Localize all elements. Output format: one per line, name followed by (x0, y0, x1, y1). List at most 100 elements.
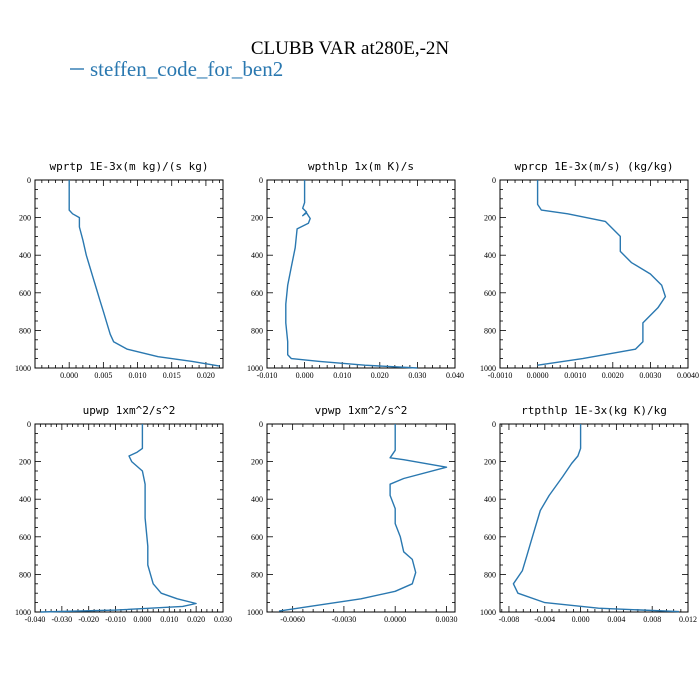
legend-label: steffen_code_for_ben2 (90, 57, 283, 81)
x-tick-label: 0.0030 (639, 371, 661, 380)
x-tick-label: -0.008 (499, 615, 520, 624)
y-tick-label: 200 (251, 458, 263, 467)
x-tick-label: 0.0040 (677, 371, 699, 380)
x-tick-label: 0.020 (197, 371, 215, 380)
x-tick-label: 0.010 (129, 371, 147, 380)
y-tick-label: 600 (19, 533, 31, 542)
y-tick-label: 0 (27, 420, 31, 429)
x-tick-label: 0.0030 (435, 615, 457, 624)
x-tick-label: 0.000 (60, 371, 78, 380)
y-tick-label: 800 (251, 570, 263, 579)
panel-title: wprtp 1E-3x(m kg)/(s kg) (50, 160, 209, 173)
legend: steffen_code_for_ben2 (70, 57, 283, 81)
x-tick-label: 0.030 (408, 371, 426, 380)
x-tick-label: -0.010 (105, 615, 126, 624)
panel-title: wprcp 1E-3x(m/s) (kg/kg) (515, 160, 674, 173)
y-tick-label: 600 (19, 289, 31, 298)
y-tick-label: 400 (251, 251, 263, 260)
series-line (285, 180, 418, 369)
y-tick-label: 0 (259, 176, 263, 185)
y-tick-label: 800 (484, 570, 496, 579)
y-tick-label: 400 (19, 251, 31, 260)
x-tick-label: 0.010 (160, 615, 178, 624)
y-tick-label: 0 (492, 420, 496, 429)
y-tick-label: 800 (19, 570, 31, 579)
y-tick-label: 1000 (480, 608, 496, 617)
x-tick-label: 0.020 (371, 371, 389, 380)
panel-title: rtpthlp 1E-3x(kg K)/kg (521, 404, 667, 417)
series-line (536, 180, 667, 366)
y-tick-label: 400 (19, 495, 31, 504)
x-tick-label: -0.0010 (488, 371, 513, 380)
x-tick-label: -0.0060 (280, 615, 305, 624)
y-tick-label: 600 (484, 289, 496, 298)
y-tick-label: 800 (484, 326, 496, 335)
panel-5: vpwp 1xm^2/s^2 0 200 400 600 800 1000 -0.0060 -0… (247, 404, 457, 624)
series-line (512, 424, 680, 613)
y-tick-label: 200 (19, 458, 31, 467)
plot-frame (499, 423, 689, 613)
x-tick-label: 0.000 (133, 615, 151, 624)
panel-title: wpthlp 1x(m K)/s (308, 160, 414, 173)
x-tick-label: 0.005 (94, 371, 112, 380)
x-tick-label: -0.020 (78, 615, 99, 624)
x-tick-label: 0.008 (643, 615, 661, 624)
y-tick-label: 600 (484, 533, 496, 542)
x-tick-label: 0.040 (446, 371, 464, 380)
y-tick-label: 200 (484, 458, 496, 467)
y-tick-label: 1000 (15, 364, 31, 373)
y-tick-label: 200 (484, 214, 496, 223)
panel-title: upwp 1xm^2/s^2 (83, 404, 176, 417)
x-tick-label: -0.010 (257, 371, 278, 380)
y-tick-label: 200 (251, 214, 263, 223)
y-tick-label: 600 (251, 533, 263, 542)
x-tick-label: 0.010 (333, 371, 351, 380)
panel-6: rtpthlp 1E-3x(kg K)/kg02004006008001000-… (480, 404, 697, 624)
y-tick-label: 0 (492, 176, 496, 185)
x-tick-label: 0.012 (679, 615, 697, 624)
series-line (278, 424, 448, 612)
x-tick-label: 0.0000 (384, 615, 406, 624)
figure-title: CLUBB VAR at280E,-2N (251, 38, 450, 59)
x-tick-label: -0.040 (25, 615, 46, 624)
panels: wprtp 1E-3x(m kg)/(s kg) 0 200 400 600 800 100… (15, 160, 699, 624)
panel-2: wpthlp 1x(m K)/s 0 200 400 600 800 1000-0.010 0… (247, 160, 464, 380)
x-tick-label: -0.0030 (332, 615, 357, 624)
x-tick-label: -0.004 (534, 615, 555, 624)
x-tick-label: 0.020 (187, 615, 205, 624)
y-tick-label: 0 (27, 176, 31, 185)
y-tick-label: 1000 (15, 608, 31, 617)
x-tick-label: -0.030 (52, 615, 73, 624)
series-line (40, 424, 197, 613)
plot-frame (34, 179, 224, 369)
plot-frame (34, 423, 224, 613)
x-tick-label: 0.0010 (564, 371, 586, 380)
x-tick-label: 0.030 (214, 615, 232, 624)
y-tick-label: 800 (251, 326, 263, 335)
plot-frame (266, 179, 456, 369)
y-tick-label: 1000 (247, 364, 263, 373)
x-tick-label: 0.004 (607, 615, 625, 624)
x-tick-label: 0.000 (296, 371, 314, 380)
y-tick-label: 1000 (480, 364, 496, 373)
panel-4: upwp 1xm^2/s^2 0 200 400 600 800 1000-0.040 -0.… (15, 404, 232, 624)
plot-frame (266, 423, 456, 613)
y-tick-label: 800 (19, 326, 31, 335)
y-tick-label: 600 (251, 289, 263, 298)
y-tick-label: 400 (484, 251, 496, 260)
x-tick-label: 0.015 (163, 371, 181, 380)
y-tick-label: 400 (251, 495, 263, 504)
x-tick-label: 0.0020 (602, 371, 624, 380)
panel-3: wprcp 1E-3x(m/s) (kg/kg) 0 200 400 600 800 100… (480, 160, 699, 380)
x-tick-label: 0.0000 (527, 371, 549, 380)
x-tick-label: 0.000 (572, 615, 590, 624)
plot-frame (499, 179, 689, 369)
y-tick-label: 200 (19, 214, 31, 223)
panel-1: wprtp 1E-3x(m kg)/(s kg) 0 200 400 600 800 100… (15, 160, 224, 380)
y-tick-label: 0 (259, 420, 263, 429)
y-tick-label: 400 (484, 495, 496, 504)
series-line (68, 180, 220, 367)
y-tick-label: 1000 (247, 608, 263, 617)
panel-title: vpwp 1xm^2/s^2 (315, 404, 408, 417)
